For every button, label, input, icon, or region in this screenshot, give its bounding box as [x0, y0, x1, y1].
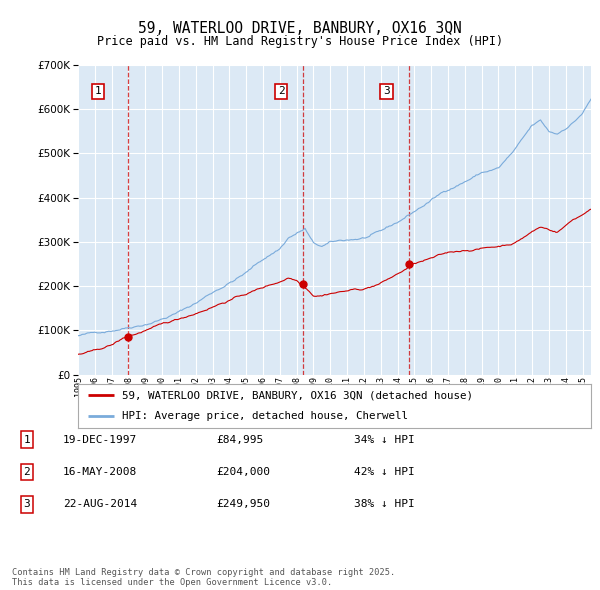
- Text: 59, WATERLOO DRIVE, BANBURY, OX16 3QN: 59, WATERLOO DRIVE, BANBURY, OX16 3QN: [138, 21, 462, 35]
- Text: 3: 3: [383, 87, 390, 96]
- Text: Contains HM Land Registry data © Crown copyright and database right 2025.
This d: Contains HM Land Registry data © Crown c…: [12, 568, 395, 587]
- Text: 1: 1: [94, 87, 101, 96]
- Text: 42% ↓ HPI: 42% ↓ HPI: [354, 467, 415, 477]
- Text: 19-DEC-1997: 19-DEC-1997: [63, 435, 137, 444]
- Text: 3: 3: [23, 500, 31, 509]
- Text: Price paid vs. HM Land Registry's House Price Index (HPI): Price paid vs. HM Land Registry's House …: [97, 35, 503, 48]
- Text: 1: 1: [23, 435, 31, 444]
- Text: 38% ↓ HPI: 38% ↓ HPI: [354, 500, 415, 509]
- Text: 22-AUG-2014: 22-AUG-2014: [63, 500, 137, 509]
- Text: £249,950: £249,950: [216, 500, 270, 509]
- Text: 34% ↓ HPI: 34% ↓ HPI: [354, 435, 415, 444]
- Text: 2: 2: [278, 87, 284, 96]
- Text: 59, WATERLOO DRIVE, BANBURY, OX16 3QN (detached house): 59, WATERLOO DRIVE, BANBURY, OX16 3QN (d…: [122, 391, 473, 401]
- Text: £84,995: £84,995: [216, 435, 263, 444]
- Text: 2: 2: [23, 467, 31, 477]
- Text: 16-MAY-2008: 16-MAY-2008: [63, 467, 137, 477]
- Text: £204,000: £204,000: [216, 467, 270, 477]
- Text: HPI: Average price, detached house, Cherwell: HPI: Average price, detached house, Cher…: [122, 411, 407, 421]
